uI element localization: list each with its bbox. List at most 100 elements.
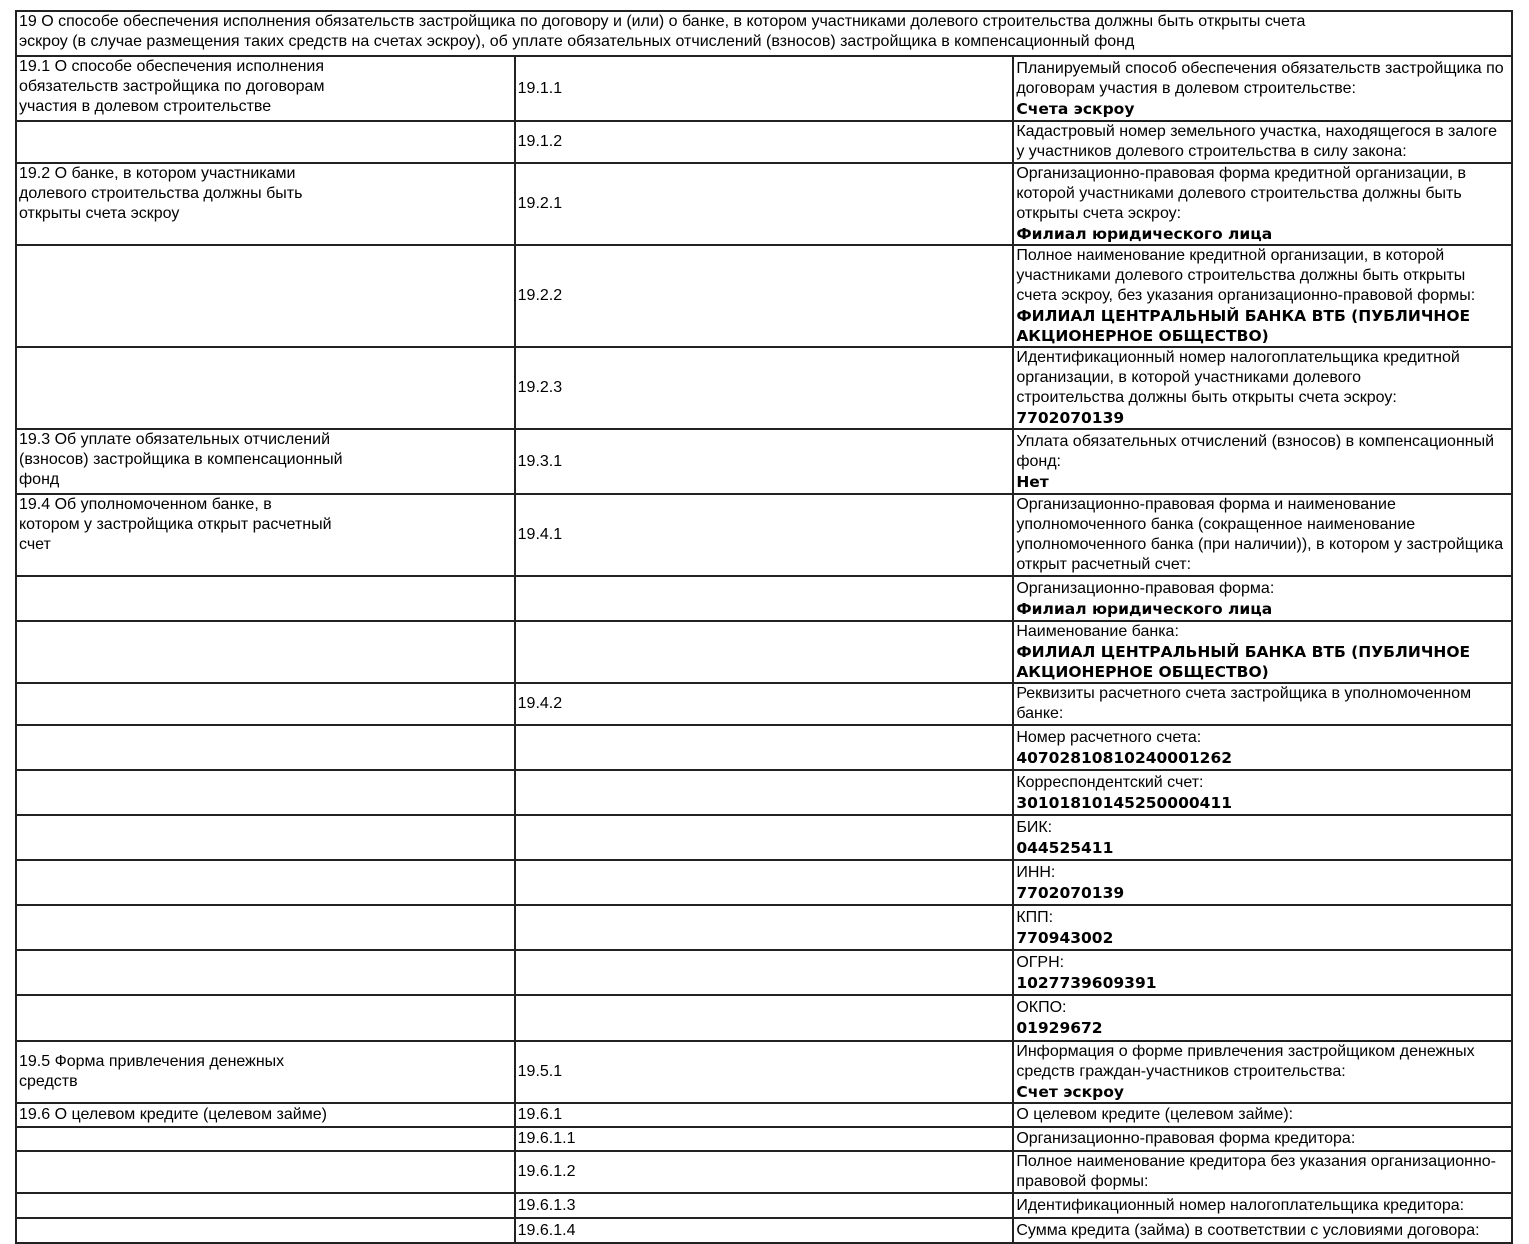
table-row: Номер расчетного счета: 40702810810240001…: [15, 724, 1513, 771]
item-code-cell: [513, 724, 1015, 771]
table-row: 19.4.2 Реквизиты расчетного счета застрой…: [15, 682, 1513, 726]
table-row: 19.3 Об уплате обязательных отчислений (…: [15, 428, 1513, 495]
item-code-cell: [513, 814, 1015, 861]
item-label: Информация о форме привлечения застройщи…: [1016, 1043, 1475, 1080]
item-label: Реквизиты расчетного счета застройщика в…: [1016, 685, 1472, 722]
item-code-cell: 19.4.2: [513, 682, 1015, 726]
item-content-cell: ИНН: 7702070139: [1012, 859, 1513, 906]
table-row: БИК: 044525411: [15, 814, 1513, 861]
item-content-cell: Планируемый способ обеспечения обязатель…: [1012, 55, 1513, 122]
item-label: Уплата обязательных отчислений (взносов)…: [1016, 432, 1495, 470]
section-title-cell: [15, 994, 516, 1042]
item-label: Сумма кредита (займа) в соответствии с у…: [1016, 1221, 1480, 1239]
item-label: Корреспондентский счет:: [1016, 773, 1204, 791]
section-title-cell: 19.3 Об уплате обязательных отчислений (…: [15, 428, 516, 495]
table-row: 19.6 О целевом кредите (целевом займе) 19…: [15, 1102, 1513, 1128]
table-row: 19.6.1.2 Полное наименование кредитора бе…: [15, 1150, 1513, 1194]
item-code-cell: [513, 859, 1015, 906]
item-label: Полное наименование кредитора без указан…: [1016, 1153, 1497, 1190]
item-value: Филиал юридического лица: [1016, 599, 1273, 618]
item-content-cell: БИК: 044525411: [1012, 814, 1513, 861]
item-code-cell: 19.4.1: [513, 493, 1015, 577]
section-title-cell: [15, 244, 516, 348]
item-value: Филиал юридического лица: [1016, 225, 1273, 243]
section-title-cell: [15, 682, 516, 726]
table-row: ИНН: 7702070139: [15, 859, 1513, 906]
item-value: 770943002: [1016, 928, 1114, 947]
section-title-cell: [15, 620, 516, 684]
item-code-cell: 19.1.2: [513, 120, 1015, 164]
table-row: Наименование банка: ФИЛИАЛ ЦЕНТРАЛЬНЫЙ БА…: [15, 620, 1513, 684]
item-value: 40702810810240001262: [1016, 748, 1233, 767]
item-content-cell: Реквизиты расчетного счета застройщика в…: [1012, 682, 1513, 726]
item-value: ФИЛИАЛ ЦЕНТРАЛЬНЫЙ БАНКА ВТБ (ПУБЛИЧНОЕ …: [1016, 307, 1471, 345]
item-content-cell: Организационно-правовая форма и наименов…: [1012, 493, 1513, 577]
table-row: 19.2 О банке, в котором участниками доле…: [15, 162, 1513, 246]
table-row: ОКПО: 01929672: [15, 994, 1513, 1042]
section-title-cell: 19.6 О целевом кредите (целевом займе): [15, 1102, 516, 1128]
section-title-cell: [15, 1126, 516, 1152]
item-label: Номер расчетного счета:: [1016, 728, 1202, 746]
section-title-cell: 19.1 О способе обеспечения исполнения об…: [15, 55, 516, 122]
item-code-cell: 19.6.1.3: [513, 1192, 1015, 1219]
item-content-cell: О целевом кредите (целевом займе):: [1012, 1102, 1513, 1128]
item-code-cell: 19.6.1.2: [513, 1150, 1015, 1194]
item-content-cell: Полное наименование кредитной организаци…: [1012, 244, 1513, 348]
section-title-cell: [15, 904, 516, 951]
item-code-cell: 19.2.1: [513, 162, 1015, 246]
section-title-cell: [15, 724, 516, 771]
table-row: 19.1 О способе обеспечения исполнения об…: [15, 55, 1513, 122]
table-row: ОГРН: 1027739609391: [15, 949, 1513, 996]
item-content-cell: Наименование банка: ФИЛИАЛ ЦЕНТРАЛЬНЫЙ БА…: [1012, 620, 1513, 684]
item-value: 7702070139: [1016, 883, 1125, 902]
item-label: Наименование банка:: [1016, 623, 1179, 640]
section-title-cell: 19.4 Об уполномоченном банке, в котором …: [15, 493, 516, 577]
item-code-cell: [513, 994, 1015, 1042]
item-label: Организационно-правовая форма:: [1016, 579, 1275, 597]
item-code-cell: [513, 575, 1015, 622]
item-value: Счета эскроу: [1016, 99, 1135, 118]
item-label: ОКПО:: [1016, 999, 1067, 1016]
item-code-cell: 19.3.1: [513, 428, 1015, 495]
item-label: ОГРН:: [1016, 953, 1065, 971]
table-row: 19.1.2 Кадастровый номер земельного участ…: [15, 120, 1513, 164]
item-content-cell: Информация о форме привлечения застройщи…: [1012, 1040, 1513, 1104]
section-title-cell: [15, 1150, 516, 1194]
item-content-cell: Уплата обязательных отчислений (взносов)…: [1012, 428, 1513, 495]
item-content-cell: Кадастровый номер земельного участка, на…: [1012, 120, 1513, 164]
item-content-cell: КПП: 770943002: [1012, 904, 1513, 951]
section-title-cell: [15, 769, 516, 816]
section-19-header: 19 О способе обеспечения исполнения обяз…: [15, 10, 1513, 57]
item-value: 01929672: [1016, 1019, 1103, 1037]
item-value: Нет: [1016, 472, 1049, 491]
item-value: 044525411: [1016, 838, 1114, 857]
item-content-cell: ОГРН: 1027739609391: [1012, 949, 1513, 996]
item-content-cell: Корреспондентский счет: 30101810145250000…: [1012, 769, 1513, 816]
table-row: 19.6.1.3 Идентификационный номер налогопл…: [15, 1192, 1513, 1219]
section-title-cell: [15, 949, 516, 996]
item-label: БИК:: [1016, 818, 1053, 836]
item-code-cell: 19.2.3: [513, 346, 1015, 430]
item-code-cell: [513, 620, 1015, 684]
item-content-cell: Сумма кредита (займа) в соответствии с у…: [1012, 1217, 1513, 1244]
section-header-row: 19 О способе обеспечения исполнения обяз…: [15, 10, 1513, 57]
item-label: Организационно-правовая форма кредитной …: [1016, 165, 1467, 222]
table-row: 19.5 Форма привлечения денежных средств 1…: [15, 1040, 1513, 1104]
table-row: 19.4 Об уполномоченном банке, в котором …: [15, 493, 1513, 577]
section-title-cell: [15, 814, 516, 861]
section-title-cell: [15, 859, 516, 906]
item-value: Счет эскроу: [1016, 1083, 1124, 1101]
table-row: 19.6.1.1 Организационно-правовая форма кр…: [15, 1126, 1513, 1152]
section-title-cell: [15, 120, 516, 164]
item-code-cell: [513, 769, 1015, 816]
item-code-cell: [513, 904, 1015, 951]
item-content-cell: Организационно-правовая форма: Филиал юри…: [1012, 575, 1513, 622]
item-content-cell: Полное наименование кредитора без указан…: [1012, 1150, 1513, 1194]
item-label: Идентификационный номер налогоплательщик…: [1016, 1196, 1465, 1214]
item-label: Планируемый способ обеспечения обязатель…: [1016, 59, 1504, 97]
item-label: ИНН:: [1016, 863, 1056, 881]
item-value: ФИЛИАЛ ЦЕНТРАЛЬНЫЙ БАНКА ВТБ (ПУБЛИЧНОЕ …: [1016, 643, 1471, 681]
item-code-cell: [513, 949, 1015, 996]
item-content-cell: Идентификационный номер налогоплательщик…: [1012, 1192, 1513, 1219]
item-label: О целевом кредите (целевом займе):: [1016, 1106, 1294, 1123]
